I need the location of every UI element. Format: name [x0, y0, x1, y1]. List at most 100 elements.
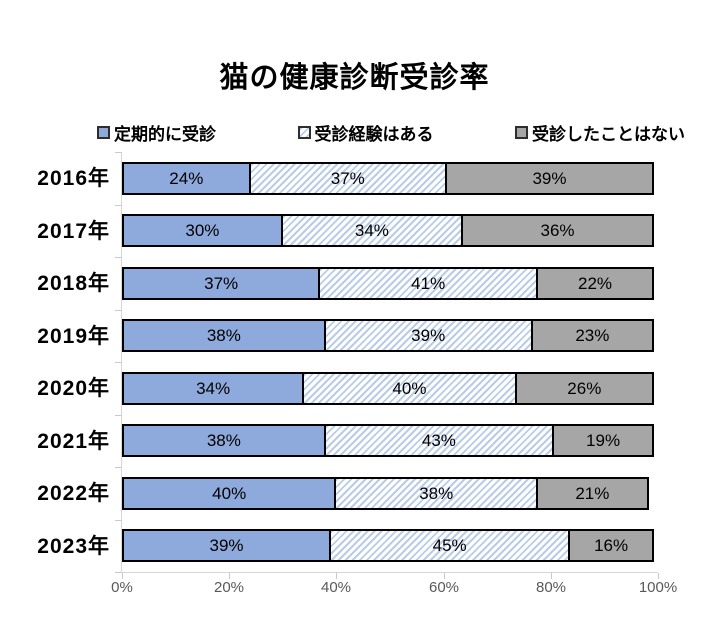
bar-segment: 37% — [248, 162, 447, 195]
x-axis-tick-label: 80% — [535, 579, 567, 596]
bar-segment-value-label: 16% — [594, 535, 629, 555]
bar-segment: 45% — [329, 529, 571, 562]
bar-segment: 34% — [280, 214, 464, 247]
bar-segment-value-label: 43% — [421, 430, 456, 450]
bar-segment-value-label: 39% — [411, 325, 446, 345]
bar-segment-value-label: 40% — [392, 378, 427, 398]
bar-segment: 43% — [323, 424, 555, 457]
bar-segment: 24% — [122, 162, 251, 195]
bar-segment-value-label: 40% — [212, 483, 247, 503]
x-axis-tick — [551, 573, 552, 579]
legend-item-label: 定期的に受診 — [114, 124, 216, 144]
bar-segment: 38% — [122, 319, 326, 352]
bar-row-2017: 30% 34% 36% — [122, 214, 658, 247]
x-axis-tick — [444, 573, 445, 579]
bar-segment-value-label: 45% — [432, 535, 467, 555]
category-label-2017: 2017年 — [37, 220, 110, 243]
x-axis-tick-label: 60% — [428, 579, 460, 596]
y-axis-tick — [115, 152, 121, 153]
bar-row-2020: 34% 40% 26% — [122, 372, 658, 405]
y-axis-tick — [115, 205, 121, 206]
bar-segment-value-label: 22% — [578, 273, 613, 293]
plot-area: 24% 37% 39% 30% 34% 36% 37% 41% 22% 38% 39% 23% 34% 4… — [115, 152, 659, 579]
bar-row-2019: 38% 39% 23% — [122, 319, 658, 352]
bar-segment: 40% — [302, 372, 517, 405]
y-axis-tick — [115, 572, 121, 573]
bar-segment: 21% — [536, 477, 649, 510]
bar-segment: 19% — [552, 424, 654, 457]
bar-segment-value-label: 38% — [206, 430, 241, 450]
x-axis-tick-label: 100% — [638, 579, 678, 596]
category-label-2023: 2023年 — [37, 535, 110, 558]
legend: 定期的に受診 受診経験はある 受診したことはない — [97, 119, 685, 145]
x-axis-tick — [658, 573, 659, 579]
y-axis-tick — [115, 467, 121, 468]
bar-segment-value-label: 21% — [575, 483, 610, 503]
bar-segment: 23% — [530, 319, 654, 352]
category-label-2021: 2021年 — [37, 430, 110, 453]
x-axis-tick — [336, 573, 337, 579]
category-label-2018: 2018年 — [37, 272, 110, 295]
y-axis-tick — [115, 520, 121, 521]
bar-segment-value-label: 41% — [411, 273, 446, 293]
x-axis-tick-label: 40% — [320, 579, 352, 596]
legend-marker-icon — [297, 125, 311, 139]
bar-segment: 16% — [568, 529, 654, 562]
y-axis-tick — [115, 257, 121, 258]
bar-segment-value-label: 38% — [206, 325, 241, 345]
bar-segment: 34% — [122, 372, 305, 405]
x-axis-tick-label: 20% — [213, 579, 245, 596]
bar-segment-value-label: 26% — [567, 378, 602, 398]
y-axis-tick — [115, 310, 121, 311]
bar-segment: 38% — [334, 477, 539, 510]
bar-segment-value-label: 34% — [196, 378, 231, 398]
legend-item-2: 受診経験はある — [297, 120, 434, 145]
bar-segment: 26% — [514, 372, 654, 405]
bar-segment-value-label: 38% — [419, 483, 454, 503]
bar-row-2022: 40% 38% 21% — [122, 477, 658, 510]
x-axis-line — [121, 572, 658, 573]
x-axis-tick — [122, 573, 123, 579]
category-label-2020: 2020年 — [37, 377, 110, 400]
legend-item-1: 定期的に受診 — [97, 120, 216, 145]
bar-segment-value-label: 19% — [586, 430, 621, 450]
bar-segment: 38% — [122, 424, 326, 457]
bar-segment: 41% — [318, 267, 539, 300]
bar-segment: 37% — [122, 267, 321, 300]
bar-segment-value-label: 39% — [532, 168, 567, 188]
bar-segment: 22% — [536, 267, 654, 300]
category-label-2016: 2016年 — [37, 167, 110, 190]
legend-item-label: 受診したことはない — [532, 124, 685, 144]
bar-segment: 40% — [122, 477, 337, 510]
x-axis-tick-label: 0% — [111, 579, 133, 596]
bar-segment-value-label: 39% — [209, 535, 244, 555]
bar-segment: 39% — [122, 529, 332, 562]
chart-title: 猫の健康診断受診率 — [219, 62, 490, 94]
bar-segment-value-label: 24% — [169, 168, 204, 188]
bar-segment-value-label: 34% — [354, 220, 389, 240]
legend-marker-icon — [515, 125, 528, 139]
bar-row-2018: 37% 41% 22% — [122, 267, 658, 300]
legend-marker-icon — [97, 125, 110, 139]
legend-item-label: 受診経験はある — [314, 124, 434, 144]
bar-row-2016: 24% 37% 39% — [122, 162, 658, 195]
legend-item-3: 受診したことはない — [515, 120, 685, 145]
bar-segment-value-label: 30% — [185, 220, 220, 240]
bar-segment: 39% — [323, 319, 533, 352]
bar-row-2023: 39% 45% 16% — [122, 529, 658, 562]
category-label-2022: 2022年 — [37, 482, 110, 505]
y-axis-line — [121, 152, 122, 573]
bar-segment: 36% — [461, 214, 654, 247]
bar-segment-value-label: 23% — [575, 325, 610, 345]
bar-segment-value-label: 36% — [540, 220, 575, 240]
y-axis-tick — [115, 415, 121, 416]
y-axis-tick — [115, 362, 121, 363]
bar-row-2021: 38% 43% 19% — [122, 424, 658, 457]
x-axis-tick — [229, 573, 230, 579]
category-label-2019: 2019年 — [37, 325, 110, 348]
bar-segment-value-label: 37% — [330, 168, 365, 188]
bar-segment: 30% — [122, 214, 283, 247]
bar-segment: 39% — [444, 162, 654, 195]
bar-segment-value-label: 37% — [204, 273, 239, 293]
